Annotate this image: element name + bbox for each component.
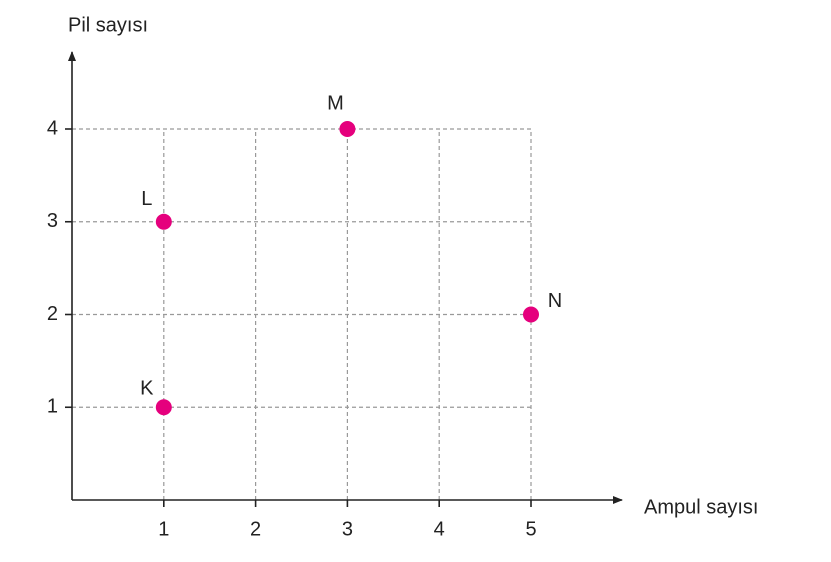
point bbox=[155, 399, 172, 416]
point-label: N bbox=[548, 290, 562, 312]
point-label: L bbox=[141, 188, 152, 210]
point-label: K bbox=[140, 378, 154, 400]
y-axis-label: Pil sayısı bbox=[68, 14, 148, 36]
y-tick-label: 4 bbox=[47, 117, 58, 139]
y-tick-label: 1 bbox=[47, 396, 58, 418]
point bbox=[155, 213, 172, 230]
x-tick-label: 1 bbox=[158, 518, 169, 540]
x-axis-label: Ampul sayısı bbox=[644, 496, 758, 518]
point bbox=[523, 306, 539, 323]
x-tick-label: 3 bbox=[342, 518, 353, 540]
x-tick-label: 2 bbox=[250, 518, 261, 540]
point-label: M bbox=[327, 92, 344, 114]
y-tick-label: 3 bbox=[47, 210, 58, 232]
y-tick-label: 2 bbox=[47, 303, 58, 325]
grid bbox=[72, 128, 532, 500]
x-tick-label: 4 bbox=[434, 518, 445, 540]
point bbox=[339, 121, 356, 137]
x-tick-label: 5 bbox=[525, 518, 536, 540]
